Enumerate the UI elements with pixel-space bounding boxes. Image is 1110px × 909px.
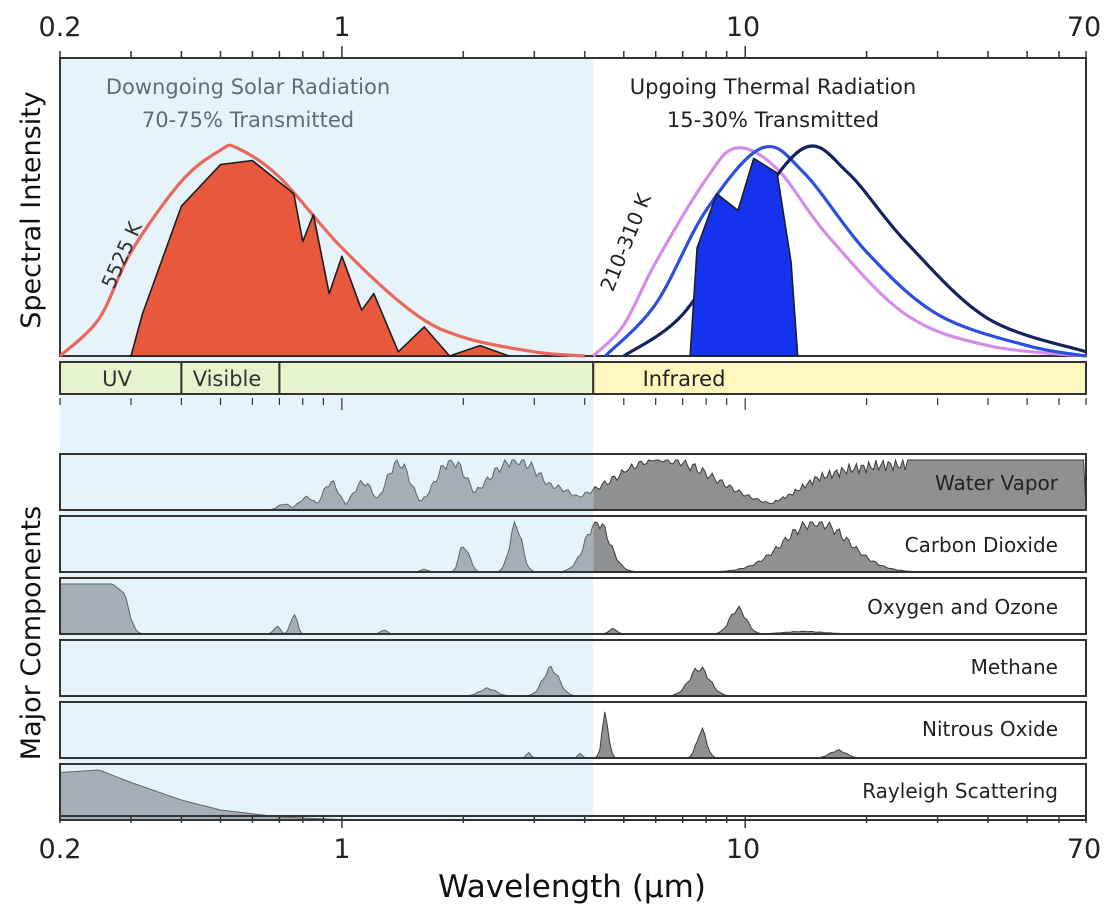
component-area-solar-rayleigh-scattering — [60, 769, 594, 820]
top-tick-10: 10 — [726, 12, 760, 43]
component-row-frame-water-vapor — [59, 453, 1087, 511]
component-row-frame-methane — [59, 639, 1087, 697]
component-row-frame-rayleigh-scattering — [59, 763, 1087, 821]
component-label-carbon-dioxide: Carbon Dioxide — [905, 533, 1058, 557]
major-components-panel — [59, 453, 1087, 821]
component-row-shade-methane — [60, 640, 594, 696]
component-row-shade-nitrous-oxide — [60, 702, 594, 758]
bottom-tick-10: 10 — [726, 834, 760, 865]
component-label-methane: Methane — [971, 655, 1058, 679]
band-blank-2 — [278, 361, 595, 395]
series-transmitted-solar — [130, 159, 510, 357]
series-blackbody-curve-3 — [604, 144, 1087, 358]
x-axis-title: Wavelength (μm) — [438, 869, 706, 905]
band-visible — [180, 361, 281, 395]
component-row-frame-nitrous-oxide — [59, 701, 1087, 759]
bottom-tick-0-2: 0.2 — [39, 834, 82, 865]
thermal-background — [593, 60, 1085, 354]
component-label-oxygen-ozone: Oxygen and Ozone — [867, 595, 1058, 619]
solar-title-line2: 70-75% Transmitted — [142, 108, 354, 132]
band-label-uv: UV — [102, 367, 132, 391]
component-row-shade-oxygen-and-ozone — [60, 578, 594, 634]
spectral-intensity-panel — [58, 57, 1087, 358]
component-row-frame-oxygen-and-ozone — [59, 577, 1087, 635]
solar-title-line1: Downgoing Solar Radiation — [106, 75, 390, 99]
component-area-solar-water-vapor — [60, 459, 594, 510]
wavelength-axes — [59, 46, 1087, 828]
component-label-rayleigh: Rayleigh Scattering — [862, 779, 1058, 803]
y-axis-title-top: Spectral Intensity — [16, 91, 47, 329]
top-tick-0-2: 0.2 — [39, 12, 82, 43]
spectral-band-bar — [59, 361, 1087, 395]
series-transmitted-thermal — [689, 157, 799, 357]
component-label-nitrous-oxide: Nitrous Oxide — [922, 717, 1058, 741]
component-area-thermal-water-vapor — [593, 458, 1086, 510]
component-label-water-vapor: Water Vapor — [935, 471, 1059, 495]
bottom-tick-70: 70 — [1067, 834, 1101, 865]
top-tick-1: 1 — [333, 12, 350, 43]
thermal-title-line2: 15-30% Transmitted — [667, 108, 879, 132]
series-5525-k-0 — [58, 143, 585, 358]
y-axis-title-bottom: Major Components — [16, 506, 47, 760]
component-row-frame-carbon-dioxide — [59, 515, 1087, 573]
series-210-310-k-2 — [592, 146, 1087, 358]
band-label-infrared: Infrared — [643, 367, 726, 391]
band-infrared — [592, 361, 1087, 395]
band-uv — [59, 361, 183, 395]
component-area-thermal-methane — [593, 666, 1086, 696]
bottom-tick-1: 1 — [333, 834, 350, 865]
component-area-solar-carbon-dioxide — [60, 520, 594, 572]
component-area-solar-oxygen-and-ozone — [60, 583, 594, 634]
thermal-title-line1: Upgoing Thermal Radiation — [630, 75, 916, 99]
band-label-visible: Visible — [193, 367, 262, 391]
top-tick-70: 70 — [1067, 12, 1101, 43]
